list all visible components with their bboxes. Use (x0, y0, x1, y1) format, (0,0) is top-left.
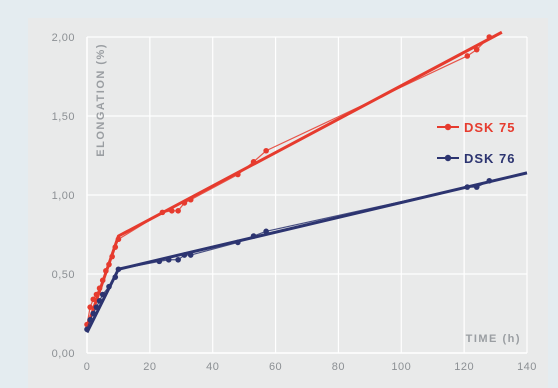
y-axis-title: ELONGATION (%) (95, 43, 107, 157)
data-point (464, 184, 471, 190)
data-point (96, 285, 103, 292)
data-point (93, 291, 100, 298)
series-layer (84, 30, 528, 334)
y-tick-label: 0,50 (52, 269, 75, 281)
legend: DSK 75 DSK 76 (437, 120, 516, 166)
legend-item: DSK 76 (437, 151, 516, 166)
series-data-line (86, 180, 490, 330)
x-axis-title: TIME (h) (466, 333, 521, 345)
data-point (473, 184, 480, 190)
data-point (169, 208, 175, 214)
y-tick-label: 1,00 (52, 190, 75, 202)
data-point (175, 208, 181, 214)
series-dsk-76 (84, 171, 528, 334)
x-tick-label: 120 (454, 361, 474, 373)
y-tick-label: 1,50 (52, 111, 75, 123)
data-point (99, 291, 106, 298)
x-tick-label: 40 (206, 361, 219, 373)
legend-marker (444, 123, 452, 131)
data-point (263, 147, 269, 154)
x-tick-label: 20 (143, 361, 156, 373)
x-tick-label: 80 (332, 361, 345, 373)
data-point (464, 53, 471, 59)
data-point (165, 256, 172, 263)
x-tick-label: 100 (391, 361, 411, 373)
grid-lines (87, 36, 528, 353)
y-tick-label: 0,00 (52, 348, 75, 360)
data-point (109, 253, 115, 260)
data-point (187, 252, 194, 258)
data-point (263, 228, 269, 235)
data-point (159, 209, 166, 216)
data-point (112, 244, 119, 250)
legend-label: DSK 76 (464, 151, 516, 166)
data-point (106, 261, 112, 268)
data-point (235, 239, 241, 246)
data-point (90, 310, 97, 317)
data-point (473, 46, 480, 53)
x-tick-label: 140 (517, 361, 537, 373)
data-point (115, 236, 122, 243)
data-point (90, 296, 97, 303)
legend-marker (444, 154, 452, 162)
data-point (156, 258, 163, 265)
series-fit-line (85, 171, 528, 334)
data-point (181, 252, 188, 258)
data-point (93, 304, 100, 310)
data-point (106, 283, 112, 290)
legend-item: DSK 75 (437, 120, 516, 135)
x-tick-label: 60 (269, 361, 282, 373)
data-point (112, 274, 119, 280)
series-fit-line (85, 30, 503, 329)
legend-label: DSK 75 (464, 120, 516, 135)
data-point (115, 266, 122, 273)
data-point (87, 317, 93, 323)
data-point (486, 177, 493, 184)
data-point (235, 171, 241, 178)
data-point (181, 200, 188, 206)
axes: 0,00 0,50 1,00 1,50 2,00 0 20 40 60 80 100 120 140 (52, 32, 537, 373)
data-point (250, 159, 257, 165)
data-point (486, 34, 493, 40)
series-dsk-75 (84, 30, 503, 329)
series-data-line (86, 36, 490, 325)
plot-background (28, 18, 548, 388)
data-point (87, 304, 93, 310)
data-point (84, 326, 90, 333)
x-tick-label: 0 (84, 361, 91, 373)
data-point (187, 196, 194, 203)
data-point (103, 268, 109, 274)
data-point (96, 298, 103, 304)
data-point (250, 233, 257, 239)
data-point (175, 256, 181, 263)
data-point (99, 277, 106, 284)
y-tick-label: 2,00 (52, 32, 75, 44)
